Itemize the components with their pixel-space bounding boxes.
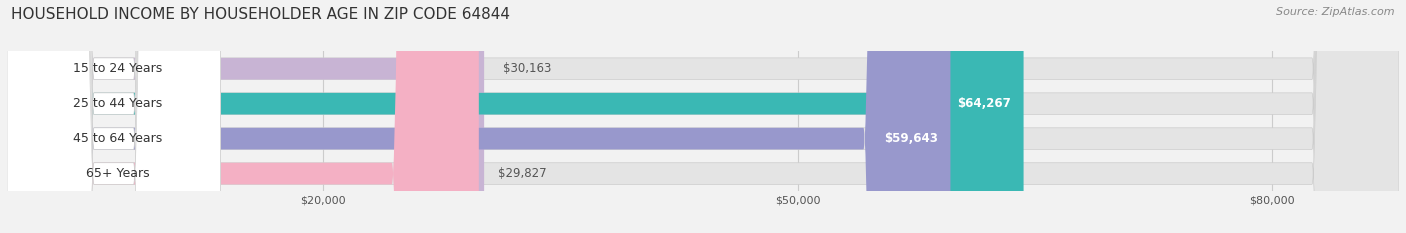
FancyBboxPatch shape: [7, 0, 950, 233]
Text: 65+ Years: 65+ Years: [86, 167, 150, 180]
FancyBboxPatch shape: [7, 0, 221, 233]
Text: $64,267: $64,267: [957, 97, 1011, 110]
Text: Source: ZipAtlas.com: Source: ZipAtlas.com: [1277, 7, 1395, 17]
FancyBboxPatch shape: [7, 0, 1024, 233]
Text: $30,163: $30,163: [503, 62, 551, 75]
FancyBboxPatch shape: [7, 0, 1399, 233]
FancyBboxPatch shape: [7, 0, 1399, 233]
FancyBboxPatch shape: [7, 0, 1399, 233]
Text: HOUSEHOLD INCOME BY HOUSEHOLDER AGE IN ZIP CODE 64844: HOUSEHOLD INCOME BY HOUSEHOLDER AGE IN Z…: [11, 7, 510, 22]
Text: $59,643: $59,643: [884, 132, 938, 145]
FancyBboxPatch shape: [7, 0, 1399, 233]
Text: 45 to 64 Years: 45 to 64 Years: [73, 132, 163, 145]
FancyBboxPatch shape: [7, 0, 221, 233]
FancyBboxPatch shape: [7, 0, 221, 233]
Text: $29,827: $29,827: [498, 167, 547, 180]
FancyBboxPatch shape: [7, 0, 221, 233]
Text: 25 to 44 Years: 25 to 44 Years: [73, 97, 163, 110]
FancyBboxPatch shape: [7, 0, 479, 233]
Text: 15 to 24 Years: 15 to 24 Years: [73, 62, 163, 75]
FancyBboxPatch shape: [7, 0, 484, 233]
